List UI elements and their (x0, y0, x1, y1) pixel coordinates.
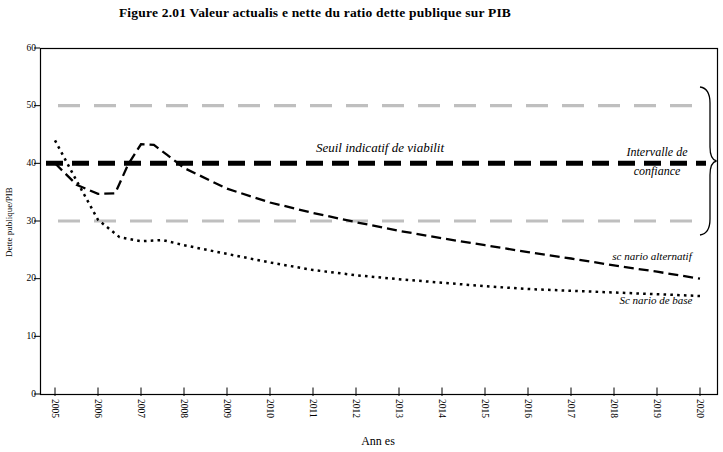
annotation-scenario-de-base: Sc nario de base (601, 294, 711, 306)
y-tick-label: 0 (12, 389, 36, 400)
x-tick-label: 2009 (222, 399, 232, 418)
x-tick-label: 2017 (566, 399, 576, 418)
x-axis-label: Ann es (328, 434, 428, 449)
x-tick-label: 2011 (308, 399, 318, 418)
x-tick-label: 2016 (523, 399, 533, 418)
x-tick-label: 2020 (695, 399, 705, 418)
x-tick-label: 2008 (179, 399, 189, 418)
y-tick-label: 60 (12, 43, 36, 54)
x-tick-label: 2012 (351, 399, 361, 418)
x-tick-label: 2010 (265, 399, 275, 418)
x-tick-label: 2007 (136, 399, 146, 418)
annotation-seuil-viabilite: Seuil indicatif de viabilit (270, 140, 490, 156)
y-tick-label: 30 (12, 216, 36, 227)
chart-canvas (0, 0, 723, 452)
x-tick-label: 2005 (50, 399, 60, 418)
annotation-scenario-alternatif: sc nario alternatif (597, 250, 707, 262)
y-tick-label: 50 (12, 100, 36, 111)
annotation-intervalle-line1: Intervalle de (607, 146, 707, 159)
figure-container: Figure 2.01 Valeur actualis e nette du r… (0, 0, 723, 452)
annotation-intervalle-line2: confiance (607, 165, 707, 178)
x-tick-label: 2014 (437, 399, 447, 418)
y-tick-label: 40 (12, 158, 36, 169)
x-tick-label: 2015 (480, 399, 490, 418)
x-tick-label: 2006 (93, 399, 103, 418)
x-tick-label: 2018 (609, 399, 619, 418)
y-tick-label: 10 (12, 331, 36, 342)
annotation-intervalle-confiance: Intervalle de confiance (607, 146, 707, 178)
x-tick-label: 2019 (652, 399, 662, 418)
x-tick-label: 2013 (394, 399, 404, 418)
y-tick-label: 20 (12, 273, 36, 284)
